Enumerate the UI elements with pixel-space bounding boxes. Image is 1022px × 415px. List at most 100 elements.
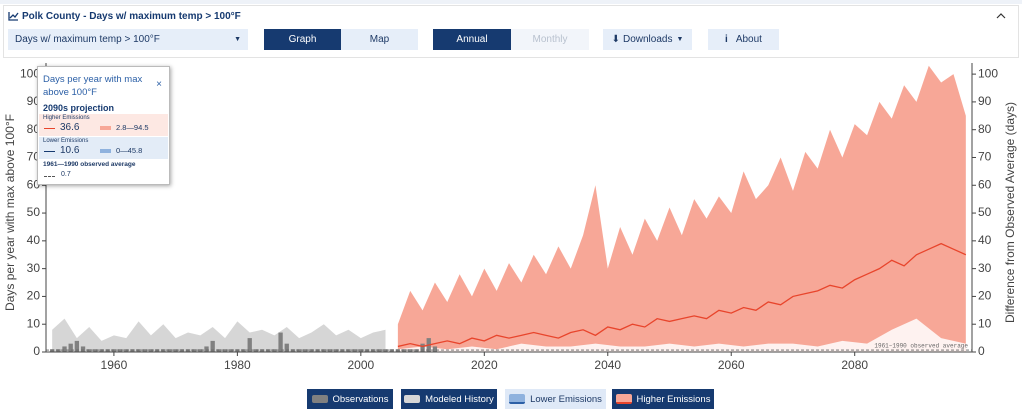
dropdown-text: Days w/ maximum temp > 100°F (15, 34, 160, 45)
observation-bar (235, 349, 240, 352)
lower-range: 0—45.8 (116, 146, 143, 155)
y-tick-label: 70 (27, 150, 41, 164)
observation-bar (185, 349, 191, 352)
downloads-text: Downloads (622, 34, 673, 45)
y-tick-label: 80 (27, 122, 41, 136)
observation-bar (222, 349, 228, 352)
legend-label: Higher Emissions (636, 393, 711, 405)
observation-bar (80, 346, 86, 352)
y2-tick-label: 10 (978, 316, 992, 330)
observation-bar (179, 349, 184, 352)
observation-bar (296, 349, 302, 352)
monthly-button[interactable]: Monthly (511, 29, 589, 50)
map-button[interactable]: Map (341, 29, 418, 50)
observation-bar (204, 346, 209, 352)
observation-bar (93, 349, 98, 352)
observation-bar (377, 349, 382, 352)
observation-bar (309, 349, 314, 352)
chart-icon (8, 12, 19, 21)
about-button[interactable]: i About (708, 29, 779, 50)
x-tick-label: 2060 (718, 358, 745, 372)
observation-bar (266, 349, 271, 352)
y2-tick-label: 40 (978, 233, 992, 247)
legend-swatch (615, 394, 632, 404)
top-strip (0, 0, 1022, 4)
y2-tick-label: 60 (978, 177, 992, 191)
x-tick-label: 1960 (101, 358, 128, 372)
legend-button[interactable]: Higher Emissions (612, 389, 714, 409)
observation-bar (364, 349, 370, 352)
graph-button[interactable]: Graph (264, 29, 341, 50)
area-band (397, 318, 966, 352)
higher-median: 36.6 (60, 122, 80, 133)
observation-bar (272, 349, 277, 352)
higher-band-swatch (100, 126, 111, 130)
higher-range: 2.8—94.5 (116, 123, 149, 132)
about-text: About (735, 34, 762, 45)
dropdown-caret: ▼ (234, 36, 241, 43)
y2-tick-label: 0 (978, 344, 985, 358)
observation-bar (346, 349, 351, 352)
annual-button[interactable]: Annual (433, 29, 511, 50)
observation-bar (191, 349, 197, 352)
area-band (397, 65, 966, 353)
observation-bar (62, 346, 67, 352)
header-panel (3, 5, 1019, 58)
observation-bar (130, 349, 135, 352)
legend-button[interactable]: Observations (307, 389, 393, 409)
y2-tick-label: 30 (978, 261, 992, 275)
y-tick-label: 30 (27, 261, 41, 275)
observation-bar (315, 349, 320, 352)
legend-swatch (404, 395, 421, 403)
observation-bar (420, 343, 425, 352)
legend-swatch (311, 395, 328, 403)
observed-value: 0.7 (61, 171, 71, 178)
observation-bar (74, 340, 80, 352)
info-icon: i (725, 34, 728, 45)
observed-swatch (44, 176, 55, 177)
observation-bar (229, 349, 234, 352)
y-axis-title: Days per year with max above 100°F (3, 114, 17, 311)
y2-tick-label: 20 (978, 289, 992, 303)
tooltip-close[interactable]: × (156, 79, 162, 90)
legend-label: Observations (332, 393, 389, 405)
observation-bar (290, 349, 296, 352)
collapse-caret[interactable] (996, 12, 1006, 19)
area-band (52, 318, 386, 352)
observation-bar (173, 349, 178, 352)
y-tick-label: 50 (27, 205, 41, 219)
y-tick-label: 60 (27, 177, 41, 191)
variable-dropdown[interactable]: Days w/ maximum temp > 100°F ▼ (8, 29, 248, 50)
header-title: Polk County - Days w/ maximum temp > 100… (22, 11, 241, 22)
observation-bar (87, 349, 92, 352)
downloads-button[interactable]: ⬇ Downloads ▼ (603, 29, 692, 50)
observation-bar (284, 343, 289, 352)
y2-tick-label: 80 (978, 122, 992, 136)
observation-bar (56, 349, 61, 352)
higher-label: Higher Emissions (43, 115, 90, 121)
observation-bar (111, 349, 117, 352)
observation-bar (105, 349, 110, 352)
higher-row (39, 114, 168, 136)
y-tick-label: 100 (20, 66, 40, 80)
observation-bar (278, 332, 283, 352)
observation-bar (432, 346, 438, 352)
observation-bar (408, 349, 413, 352)
y-tick-label: 40 (27, 233, 41, 247)
x-tick-label: 2000 (347, 358, 374, 372)
downloads-caret: ▼ (676, 36, 684, 43)
legend-button[interactable]: Lower Emissions (505, 389, 606, 409)
legend-label: Modeled History (425, 393, 494, 405)
observation-bar (253, 349, 259, 352)
observation-bar (161, 349, 166, 352)
observation-bar (50, 349, 55, 352)
y2-tick-label: 100 (978, 66, 998, 80)
higher-line-swatch (44, 128, 55, 129)
observation-bar (358, 349, 364, 352)
observation-bar (327, 349, 333, 352)
tooltip: Days per year with max above 100°F × 209… (37, 66, 170, 185)
observation-bar (148, 349, 154, 352)
observation-bar (198, 349, 203, 352)
legend-button[interactable]: Modeled History (401, 389, 497, 409)
